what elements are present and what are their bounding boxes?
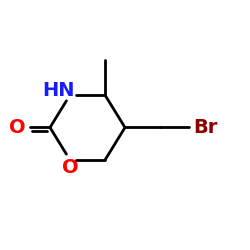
Text: HN: HN <box>42 80 75 100</box>
Text: O: O <box>62 158 78 177</box>
Text: O: O <box>9 118 26 137</box>
Text: Br: Br <box>193 118 217 137</box>
